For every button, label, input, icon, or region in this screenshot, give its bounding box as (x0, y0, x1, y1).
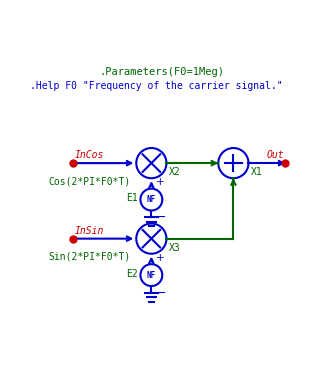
Text: X1: X1 (251, 167, 262, 177)
Text: Sin(2*PI*F0*T): Sin(2*PI*F0*T) (48, 251, 131, 262)
Text: X3: X3 (169, 243, 180, 253)
Text: Cos(2*PI*F0*T): Cos(2*PI*F0*T) (48, 176, 131, 186)
Text: InCos: InCos (75, 150, 104, 160)
Text: −: − (156, 287, 167, 300)
Text: +: + (156, 253, 165, 263)
Text: InSin: InSin (75, 225, 104, 235)
Text: E1: E1 (126, 193, 138, 203)
Text: NF: NF (147, 195, 156, 204)
Text: NF: NF (147, 270, 156, 280)
Text: Out: Out (266, 150, 284, 160)
Text: .Parameters(F0=1Meg): .Parameters(F0=1Meg) (99, 67, 224, 77)
Text: −: − (156, 211, 167, 224)
Text: E2: E2 (126, 269, 138, 279)
Text: .Help F0 "Frequency of the carrier signal.": .Help F0 "Frequency of the carrier signa… (30, 81, 283, 91)
Text: +: + (156, 177, 165, 187)
Text: X2: X2 (169, 167, 180, 177)
